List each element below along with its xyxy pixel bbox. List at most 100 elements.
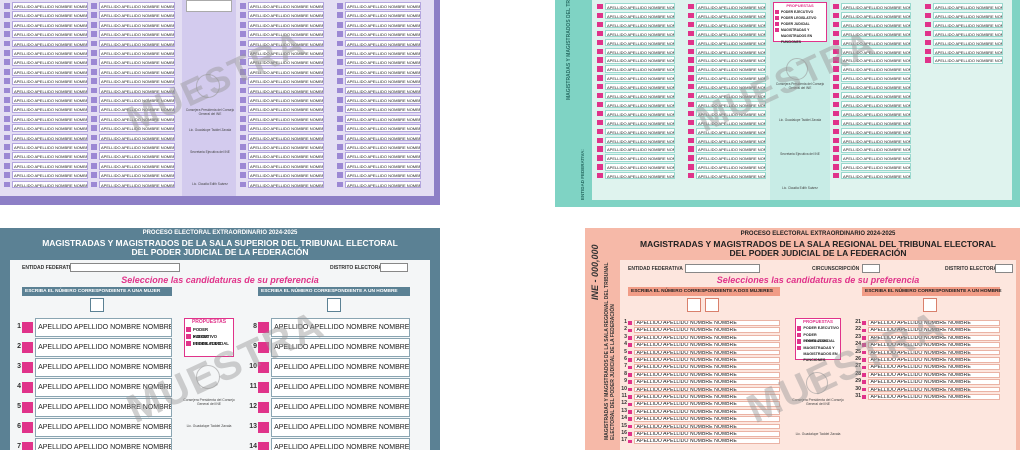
row-badge (597, 128, 603, 134)
row-badge (688, 4, 694, 10)
row-badge (833, 110, 839, 117)
row-badge (628, 372, 632, 377)
candidate-name: APELLIDO APELLIDO NOMBRE NOMBRE (605, 20, 675, 29)
row-badge (258, 441, 270, 450)
signature-text: Consejera Presidenta del Consejo General… (775, 82, 825, 90)
candidate-name: APELLIDO APELLIDO NOMBRE NOMBRE (841, 127, 911, 135)
candidate-name: APELLIDO APELLIDO NOMBRE NOMBRE (841, 109, 911, 118)
candidate-name: APELLIDO APELLIDO NOMBRE NOMBRE (248, 2, 324, 10)
signature-text: Consejera Presidenta del Consejo General… (792, 398, 844, 406)
proposal-badge (775, 28, 779, 32)
answer-box (705, 298, 719, 312)
row-badge (4, 162, 10, 169)
candidate-name: APELLIDO APELLIDO NOMBRE NOMBRE (605, 74, 675, 82)
row-number: 10 (249, 363, 257, 370)
section-heading: ESCRIBA EL NÚMERO CORRESPONDIENTE A UN H… (258, 287, 410, 296)
row-badge (4, 31, 10, 38)
candidate-name: APELLIDO APELLIDO NOMBRE NOMBRE (696, 38, 766, 46)
row-number: 28 (855, 370, 861, 377)
candidate-name: APELLIDO APELLIDO NOMBRE NOMBRE (345, 180, 421, 189)
proposal-badge (186, 327, 191, 332)
candidate-name: APELLIDO APELLIDO NOMBRE NOMBRE (12, 86, 88, 95)
row-badge (4, 40, 10, 47)
candidate-name: APELLIDO APELLIDO NOMBRE NOMBRE (248, 11, 324, 20)
row-badge (240, 181, 246, 188)
proposal-badge (797, 326, 802, 331)
row-badge (337, 162, 343, 169)
row-badge (337, 50, 343, 56)
candidate-name: APELLIDO APELLIDO NOMBRE NOMBRE (605, 109, 675, 118)
row-badge (337, 134, 343, 141)
candidate-name: APELLIDO APELLIDO NOMBRE NOMBRE (271, 338, 410, 357)
section-heading: ESCRIBA EL NÚMERO CORRESPONDIENTE A UN H… (862, 287, 1002, 296)
proposal-item: PODER LEGISLATIVO (193, 334, 222, 346)
row-number: 8 (253, 323, 257, 330)
row-badge (833, 21, 839, 28)
candidate-name: APELLIDO APELLIDO NOMBRE NOMBRE (633, 334, 780, 341)
row-badge (628, 365, 632, 370)
candidate-name: APELLIDO APELLIDO NOMBRE NOMBRE (12, 77, 88, 86)
candidate-name: APELLIDO APELLIDO NOMBRE NOMBRE (605, 29, 675, 38)
section-heading: ESCRIBA EL NÚMERO CORRESPONDIENTE A DOS … (628, 287, 780, 296)
proposal-badge (186, 334, 191, 339)
row-badge (597, 57, 603, 63)
side-title: MAGISTRADAS Y MAGISTRADOS DE LA SALA REG… (604, 262, 616, 440)
process-title: PROCESO ELECTORAL EXTRAORDINARIO 2024-20… (142, 230, 298, 236)
proposal-badge (775, 10, 779, 14)
row-badge (91, 50, 97, 56)
candidate-name: APELLIDO APELLIDO NOMBRE NOMBRE (271, 398, 410, 417)
row-badge (91, 12, 97, 19)
candidate-name: APELLIDO APELLIDO NOMBRE NOMBRE (696, 47, 766, 55)
candidate-name: APELLIDO APELLIDO NOMBRE NOMBRE (12, 161, 88, 170)
candidate-name: APELLIDO APELLIDO NOMBRE NOMBRE (99, 77, 175, 86)
proposal-item: MAGISTRADAS Y MAGISTRADOS EN FUNCIONES (803, 345, 838, 363)
candidate-name: APELLIDO APELLIDO NOMBRE NOMBRE (841, 83, 911, 91)
candidate-name: APELLIDO APELLIDO NOMBRE NOMBRE (35, 358, 172, 377)
candidate-name: APELLIDO APELLIDO NOMBRE NOMBRE (345, 2, 421, 10)
row-badge (337, 40, 343, 47)
row-badge (628, 343, 632, 347)
row-badge (688, 110, 694, 117)
candidate-name: APELLIDO APELLIDO NOMBRE NOMBRE (248, 49, 324, 57)
proposal-badge (186, 341, 191, 346)
candidate-name: APELLIDO APELLIDO NOMBRE NOMBRE (12, 58, 88, 67)
candidate-name: APELLIDO APELLIDO NOMBRE NOMBRE (867, 386, 1000, 393)
row-badge (925, 39, 931, 45)
row-badge (258, 321, 270, 333)
row-badge (91, 115, 97, 122)
row-number: 1 (624, 319, 627, 325)
row-badge (597, 146, 603, 152)
signature-text: Lic. Guadalupe Taddei Zavala (188, 128, 232, 132)
candidate-name: APELLIDO APELLIDO NOMBRE NOMBRE (248, 67, 324, 76)
answer-box (687, 298, 701, 312)
candidate-name: APELLIDO APELLIDO NOMBRE NOMBRE (99, 171, 175, 180)
row-badge (91, 21, 97, 28)
candidate-name: APELLIDO APELLIDO NOMBRE NOMBRE (12, 105, 88, 114)
row-badge (337, 31, 343, 38)
candidate-name: APELLIDO APELLIDO NOMBRE NOMBRE (99, 11, 175, 20)
row-badge (833, 128, 839, 134)
candidate-name: APELLIDO APELLIDO NOMBRE NOMBRE (841, 20, 911, 29)
row-number: 6 (624, 356, 627, 362)
row-badge (597, 21, 603, 28)
candidate-name: APELLIDO APELLIDO NOMBRE NOMBRE (12, 2, 88, 10)
row-number: 14 (621, 415, 627, 422)
row-badge (628, 380, 632, 384)
candidate-name: APELLIDO APELLIDO NOMBRE NOMBRE (271, 418, 410, 437)
candidate-name: APELLIDO APELLIDO NOMBRE NOMBRE (248, 180, 324, 189)
row-badge (628, 395, 632, 399)
row-badge (4, 125, 10, 132)
candidate-name: APELLIDO APELLIDO NOMBRE NOMBRE (99, 2, 175, 10)
folio-box (186, 0, 232, 12)
row-badge (22, 321, 34, 333)
row-badge (4, 3, 10, 9)
row-badge (688, 101, 694, 108)
candidate-name: APELLIDO APELLIDO NOMBRE NOMBRE (271, 378, 410, 397)
candidate-name: APELLIDO APELLIDO NOMBRE NOMBRE (12, 180, 88, 189)
candidate-name: APELLIDO APELLIDO NOMBRE NOMBRE (345, 143, 421, 151)
row-badge (597, 110, 603, 117)
candidate-name: APELLIDO APELLIDO NOMBRE NOMBRE (248, 114, 324, 123)
row-badge (337, 144, 343, 150)
row-number: 10 (621, 385, 627, 392)
seal (196, 365, 220, 389)
